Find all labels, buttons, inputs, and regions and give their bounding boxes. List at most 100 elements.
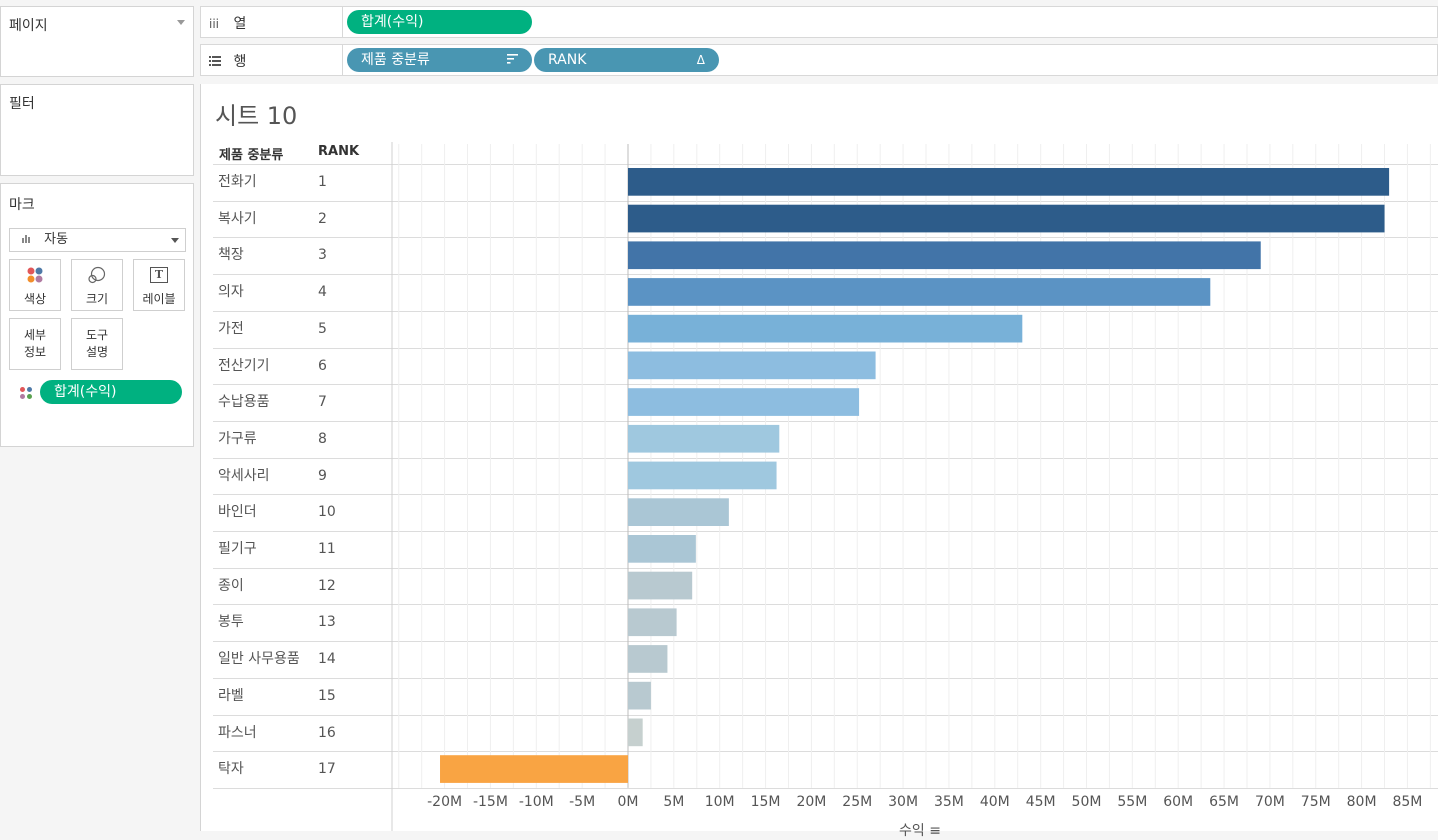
rank-label[interactable]: 7 — [318, 394, 327, 411]
color-mark-card[interactable]: 색상 — [9, 259, 61, 311]
category-label[interactable]: 봉투 — [218, 614, 244, 631]
rank-label[interactable]: 5 — [318, 320, 327, 337]
bar-3[interactable] — [628, 241, 1261, 270]
rank-label[interactable]: 11 — [318, 541, 336, 557]
bar-16[interactable] — [628, 718, 643, 747]
rank-label[interactable]: 1 — [318, 174, 327, 190]
x-tick-label: 25M — [842, 794, 873, 810]
rank-label[interactable]: 17 — [318, 761, 336, 778]
columns-shelf-label: 열 — [233, 16, 247, 32]
rank-label[interactable]: 9 — [318, 467, 327, 484]
category-label[interactable]: 복사기 — [218, 210, 257, 227]
x-tick-label: 60M — [1163, 794, 1194, 810]
row-divider — [213, 604, 1438, 606]
bar-4[interactable] — [628, 278, 1211, 306]
sheet-title[interactable]: 시트 10 — [215, 102, 298, 130]
category-label[interactable]: 필기구 — [218, 541, 257, 557]
category-label[interactable]: 라벨 — [218, 687, 244, 704]
columns-icon: iii — [209, 17, 220, 31]
columns-pill-label: 합계(수익) — [361, 14, 424, 30]
x-tick-label: 0M — [617, 794, 639, 810]
chevron-down-icon — [171, 238, 179, 243]
x-tick-label: 85M — [1392, 794, 1423, 810]
category-label[interactable]: 수납용품 — [218, 394, 270, 411]
rows-pill-category[interactable]: 제품 중분류 — [347, 48, 532, 72]
category-label[interactable]: 탁자 — [218, 761, 244, 778]
columns-shelf-label-box: iii 열 — [201, 7, 343, 37]
table-calc-delta-icon: Δ — [696, 53, 705, 67]
rows-pill-rank[interactable]: RANK Δ — [534, 48, 719, 72]
row-divider — [213, 237, 1438, 239]
filters-shelf[interactable]: 필터 — [0, 84, 194, 176]
rows-shelf[interactable]: 행 제품 중분류 RANK Δ — [200, 44, 1438, 76]
row-divider — [213, 751, 1438, 753]
detail-mark-card[interactable]: 세부 정보 — [9, 318, 61, 370]
rank-label[interactable]: 15 — [318, 687, 336, 704]
x-axis-title[interactable]: 수익 ≡ — [899, 823, 941, 839]
bar-10[interactable] — [628, 498, 729, 526]
columns-shelf[interactable]: iii 열 합계(수익) — [200, 6, 1438, 38]
pages-shelf[interactable]: 페이지 — [0, 6, 194, 77]
worksheet-view[interactable]: 시트 10 제품 중분류 RANK 전화기 1 복사기 2 책장 3 의자 4 가전 5 전산기기 6… — [200, 84, 1438, 839]
row-divider — [213, 787, 1438, 789]
row-divider — [213, 347, 1438, 349]
rank-label[interactable]: 3 — [318, 247, 327, 264]
x-tick-label: 30M — [888, 794, 919, 810]
row-divider — [213, 274, 1438, 276]
category-label[interactable]: 책장 — [218, 247, 244, 264]
x-tick-label: 75M — [1300, 794, 1331, 810]
category-label[interactable]: 파스너 — [218, 724, 257, 741]
bar-8[interactable] — [628, 424, 780, 453]
size-mark-card[interactable]: 크기 — [71, 259, 123, 311]
category-label[interactable]: 가구류 — [218, 430, 257, 447]
bar-2[interactable] — [628, 204, 1385, 233]
rank-label[interactable]: 8 — [318, 430, 327, 447]
category-label[interactable]: 의자 — [218, 284, 244, 301]
rank-label[interactable]: 13 — [318, 614, 336, 631]
pages-dropdown-icon[interactable] — [177, 20, 185, 25]
rank-label[interactable]: 12 — [318, 577, 336, 594]
bar-1[interactable] — [628, 168, 1390, 196]
category-label[interactable]: 종이 — [218, 577, 244, 594]
category-label[interactable]: 일반 사무용품 — [218, 651, 300, 668]
rank-label[interactable]: 4 — [318, 284, 327, 301]
bar-15[interactable] — [628, 681, 651, 710]
x-tick-label: -10M — [518, 794, 554, 810]
bar-7[interactable] — [628, 388, 860, 416]
tooltip-mark-card[interactable]: 도구 설명 — [71, 318, 123, 370]
bar-chart[interactable] — [391, 142, 1438, 831]
rank-label[interactable]: 14 — [318, 651, 336, 668]
category-label[interactable]: 바인더 — [218, 504, 257, 521]
color-label: 색상 — [23, 292, 47, 306]
bar-17[interactable] — [440, 755, 628, 783]
color-field-pill-label: 합계(수익) — [54, 384, 117, 400]
category-label[interactable]: 전화기 — [218, 174, 257, 190]
bar-14[interactable] — [628, 645, 668, 673]
bar-13[interactable] — [628, 608, 677, 637]
bar-12[interactable] — [628, 571, 693, 600]
x-tick-label: 65M — [1209, 794, 1239, 810]
bar-11[interactable] — [628, 535, 696, 563]
rank-label[interactable]: 6 — [318, 357, 327, 374]
x-tick-label: -20M — [427, 794, 463, 810]
rank-label[interactable]: 2 — [318, 210, 327, 227]
color-field-pill[interactable]: 합계(수익) — [40, 380, 182, 404]
rank-label[interactable]: 10 — [318, 504, 336, 521]
category-label[interactable]: 전산기기 — [218, 357, 270, 374]
x-tick-label: 10M — [704, 794, 735, 810]
category-label[interactable]: 악세사리 — [218, 467, 270, 484]
size-label: 크기 — [85, 292, 109, 306]
rank-label[interactable]: 16 — [318, 724, 336, 741]
row-divider — [213, 531, 1438, 532]
category-label[interactable]: 가전 — [218, 320, 244, 337]
tooltip-label-line1: 도구 — [85, 328, 109, 342]
mark-type-select[interactable]: 자동 — [9, 228, 186, 252]
columns-pill-sum-profit[interactable]: 합계(수익) — [347, 10, 532, 34]
x-tick-label: 15M — [750, 794, 781, 810]
bar-9[interactable] — [628, 461, 777, 490]
label-mark-card[interactable]: T 레이블 — [133, 259, 185, 311]
bar-5[interactable] — [628, 314, 1023, 343]
header-category[interactable]: 제품 중분류 — [219, 148, 284, 163]
header-rank[interactable]: RANK — [318, 144, 360, 159]
bar-6[interactable] — [628, 351, 876, 380]
